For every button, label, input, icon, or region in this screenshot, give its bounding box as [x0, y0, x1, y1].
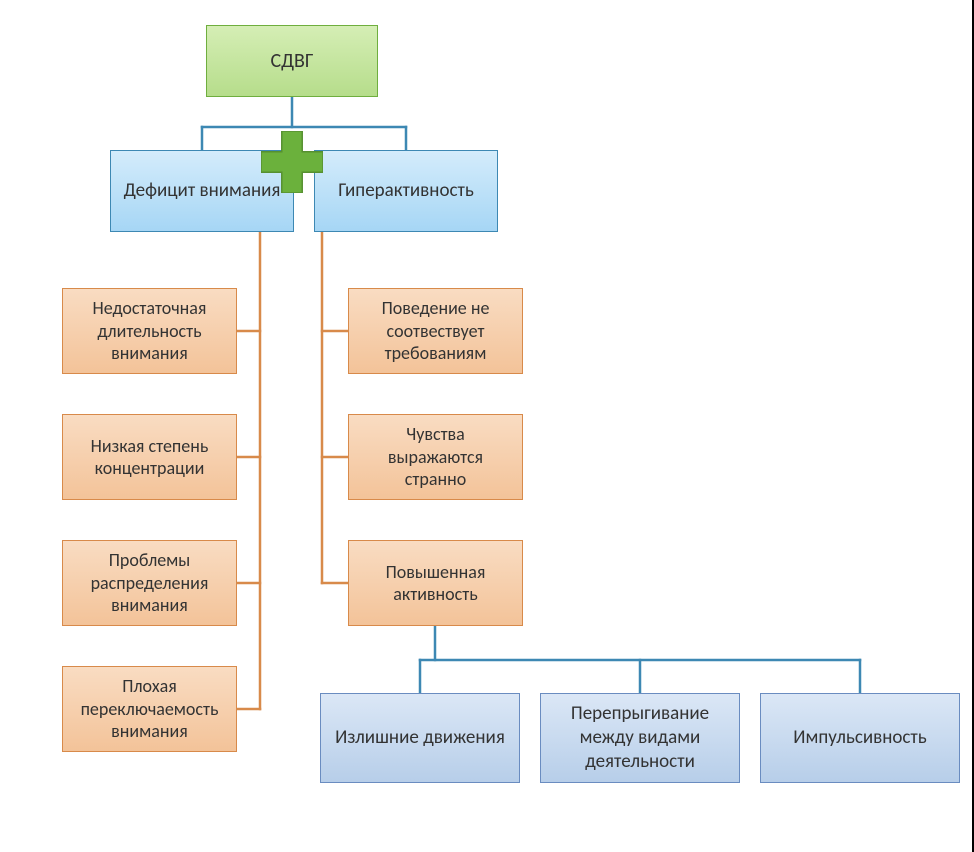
node-h3: Повышенная активность	[348, 540, 523, 626]
node-h2-label: Чувства выражаются странно	[359, 423, 512, 491]
node-d2: Низкая степень концентрации	[62, 414, 237, 500]
node-h1: Поведение не соотвествует требованиям	[348, 288, 523, 374]
node-hyper-label: Гиперактивность	[338, 179, 474, 203]
node-a1-label: Излишние движения	[335, 726, 505, 750]
node-d4-label: Плохая переключаемость внимания	[73, 675, 226, 743]
node-d4: Плохая переключаемость внимания	[62, 666, 237, 752]
node-a1: Излишние движения	[320, 693, 520, 783]
plus-icon	[261, 131, 323, 193]
node-h3-label: Повышенная активность	[359, 561, 512, 606]
node-d1: Недостаточная длительность внимания	[62, 288, 237, 374]
node-root: СДВГ	[206, 25, 378, 97]
node-d3-label: Проблемы распределения внимания	[73, 549, 226, 617]
node-d3: Проблемы распределения внимания	[62, 540, 237, 626]
node-h2: Чувства выражаются странно	[348, 414, 523, 500]
node-root-label: СДВГ	[270, 49, 313, 74]
node-a3-label: Импульсивность	[793, 726, 926, 750]
node-h1-label: Поведение не соотвествует требованиям	[359, 297, 512, 365]
node-a2-label: Перепрыгивание между видами деятельности	[551, 702, 729, 773]
node-a2: Перепрыгивание между видами деятельности	[540, 693, 740, 783]
node-hyper: Гиперактивность	[314, 150, 498, 232]
node-d2-label: Низкая степень концентрации	[73, 435, 226, 480]
node-deficit-label: Дефицит внимания	[124, 179, 281, 203]
node-d1-label: Недостаточная длительность внимания	[73, 297, 226, 365]
node-a3: Импульсивность	[760, 693, 960, 783]
